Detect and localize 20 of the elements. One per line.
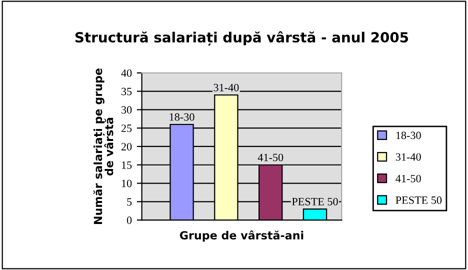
x-axis-title: Grupe de vârstă-ani [180,230,304,242]
y-tick-label: 25 [121,124,132,132]
data-label: 18-30 [170,113,194,121]
data-label: 31-40 [214,84,239,92]
y-tick-label: 40 [121,69,132,77]
chart-title: Structură salariați după vârstă - anul 2005 [75,31,408,46]
y-tick-label: 15 [122,161,132,169]
y-tick-label: 10 [122,180,132,188]
data-label: PESTE 50 [292,198,338,206]
legend-label: 41-50 [396,174,421,182]
legend-label: 18-30 [396,132,421,140]
y-tick-label: 20 [121,142,132,150]
legend-label: 31-40 [396,153,421,161]
data-label: 41-50 [258,154,284,162]
legend-label: PESTE 50 [396,196,442,204]
y-axis-title: Număr salariați pe grupe de vârstă [93,68,114,224]
y-tick-label: 35 [122,88,132,96]
y-tick-label: 30 [122,106,132,114]
y-tick-label: 5 [127,198,132,206]
y-tick-label: 0 [126,216,132,224]
